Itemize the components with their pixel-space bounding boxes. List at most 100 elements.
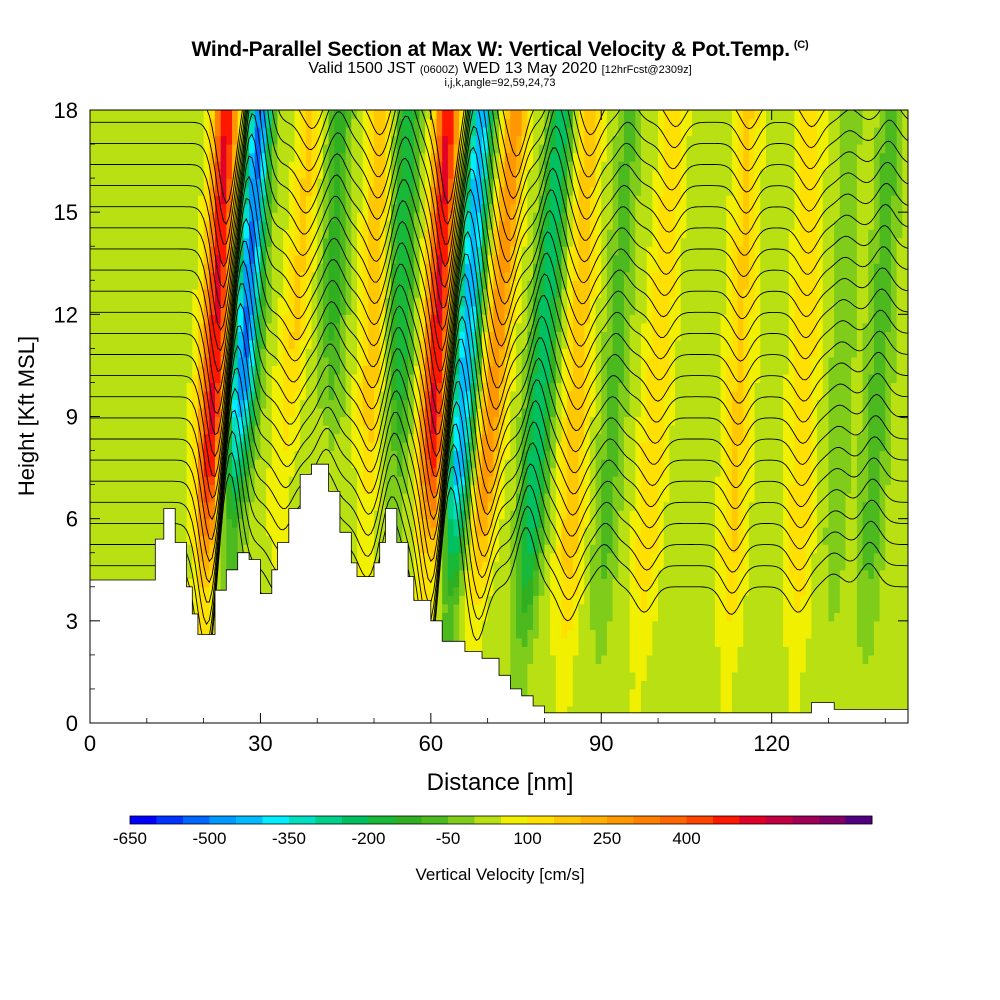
field-cell [283, 442, 290, 452]
field-cell [277, 535, 284, 545]
field-cell [408, 339, 415, 349]
field-cell [396, 467, 404, 477]
field-cell [317, 331, 324, 341]
field-cell [442, 118, 449, 128]
field-cell [226, 237, 233, 247]
field-cell [481, 612, 489, 622]
field-cell [186, 212, 193, 222]
field-cell [152, 288, 159, 298]
field-cell [175, 161, 182, 171]
field-cell [129, 527, 137, 537]
field-cell [163, 144, 171, 154]
field-cell [351, 314, 358, 324]
field-cell [152, 203, 159, 213]
field-cell [249, 322, 256, 332]
field-cell [214, 493, 222, 503]
field-cell [391, 263, 398, 273]
field-cell [271, 254, 279, 264]
field-cell [368, 186, 375, 196]
field-cell [374, 305, 381, 315]
field-cell [476, 152, 483, 162]
field-cell [135, 254, 142, 264]
field-cell [135, 382, 142, 392]
field-cell [481, 578, 489, 588]
field-cell [249, 450, 256, 460]
field-cell [101, 501, 108, 511]
field-cell [141, 535, 148, 545]
field-cell [203, 297, 210, 307]
field-cell [419, 110, 426, 120]
field-cell [209, 254, 216, 264]
field-cell [311, 297, 318, 307]
field-cell [141, 450, 148, 460]
field-cell [175, 510, 182, 520]
field-cell [339, 527, 347, 537]
field-cell [436, 110, 443, 120]
field-cell [391, 339, 398, 349]
field-cell [311, 135, 318, 145]
field-cell [362, 229, 369, 239]
field-cell [334, 237, 341, 247]
field-cell [118, 390, 125, 401]
field-cell [112, 425, 119, 435]
field-cell [322, 246, 330, 256]
field-cell [214, 416, 222, 426]
field-cell [209, 442, 216, 452]
field-cell [419, 407, 426, 418]
field-cell [197, 578, 205, 588]
field-cell [339, 297, 347, 307]
field-cell [328, 288, 335, 298]
field-cell [152, 433, 159, 443]
field-cell [192, 118, 199, 128]
field-cell [249, 544, 256, 554]
field-cell [311, 425, 318, 435]
field-cell [453, 220, 460, 230]
field-cell [271, 476, 279, 486]
field-cell [124, 552, 131, 562]
field-cell [203, 220, 210, 230]
field-cell [220, 561, 227, 571]
field-cell [436, 127, 443, 137]
field-cell [107, 127, 114, 137]
field-cell [317, 161, 324, 171]
field-cell [197, 220, 205, 230]
field-cell [476, 118, 483, 128]
field-cell [163, 459, 171, 469]
field-cell [345, 229, 352, 239]
field-cell [192, 178, 199, 188]
field-cell [436, 144, 443, 154]
field-cell [197, 297, 205, 307]
field-cell [288, 373, 296, 384]
field-cell [288, 356, 296, 367]
field-cell [220, 263, 227, 273]
field-cell [254, 305, 262, 315]
field-cell [464, 161, 472, 171]
field-cell [413, 229, 421, 239]
field-cell [436, 152, 443, 162]
field-cell [442, 544, 449, 554]
field-cell [124, 442, 131, 452]
field-cell [124, 339, 131, 349]
field-cell [351, 399, 358, 409]
field-cell [152, 314, 159, 324]
field-cell [283, 459, 290, 469]
field-cell [260, 127, 267, 137]
field-cell [129, 476, 137, 486]
field-cell [266, 152, 273, 162]
field-cell [203, 271, 210, 281]
field-cell [402, 535, 409, 545]
field-cell [317, 152, 324, 162]
field-cell [118, 552, 125, 562]
field-cell [453, 305, 460, 315]
field-cell [90, 220, 97, 230]
field-cell [300, 450, 307, 460]
field-cell [294, 152, 301, 162]
field-cell [95, 493, 102, 503]
field-cell [470, 118, 477, 128]
field-cell [442, 246, 449, 256]
field-cell [271, 561, 279, 571]
field-cell [90, 297, 97, 307]
field-cell [254, 246, 262, 256]
field-cell [459, 135, 466, 145]
field-cell [356, 373, 364, 384]
